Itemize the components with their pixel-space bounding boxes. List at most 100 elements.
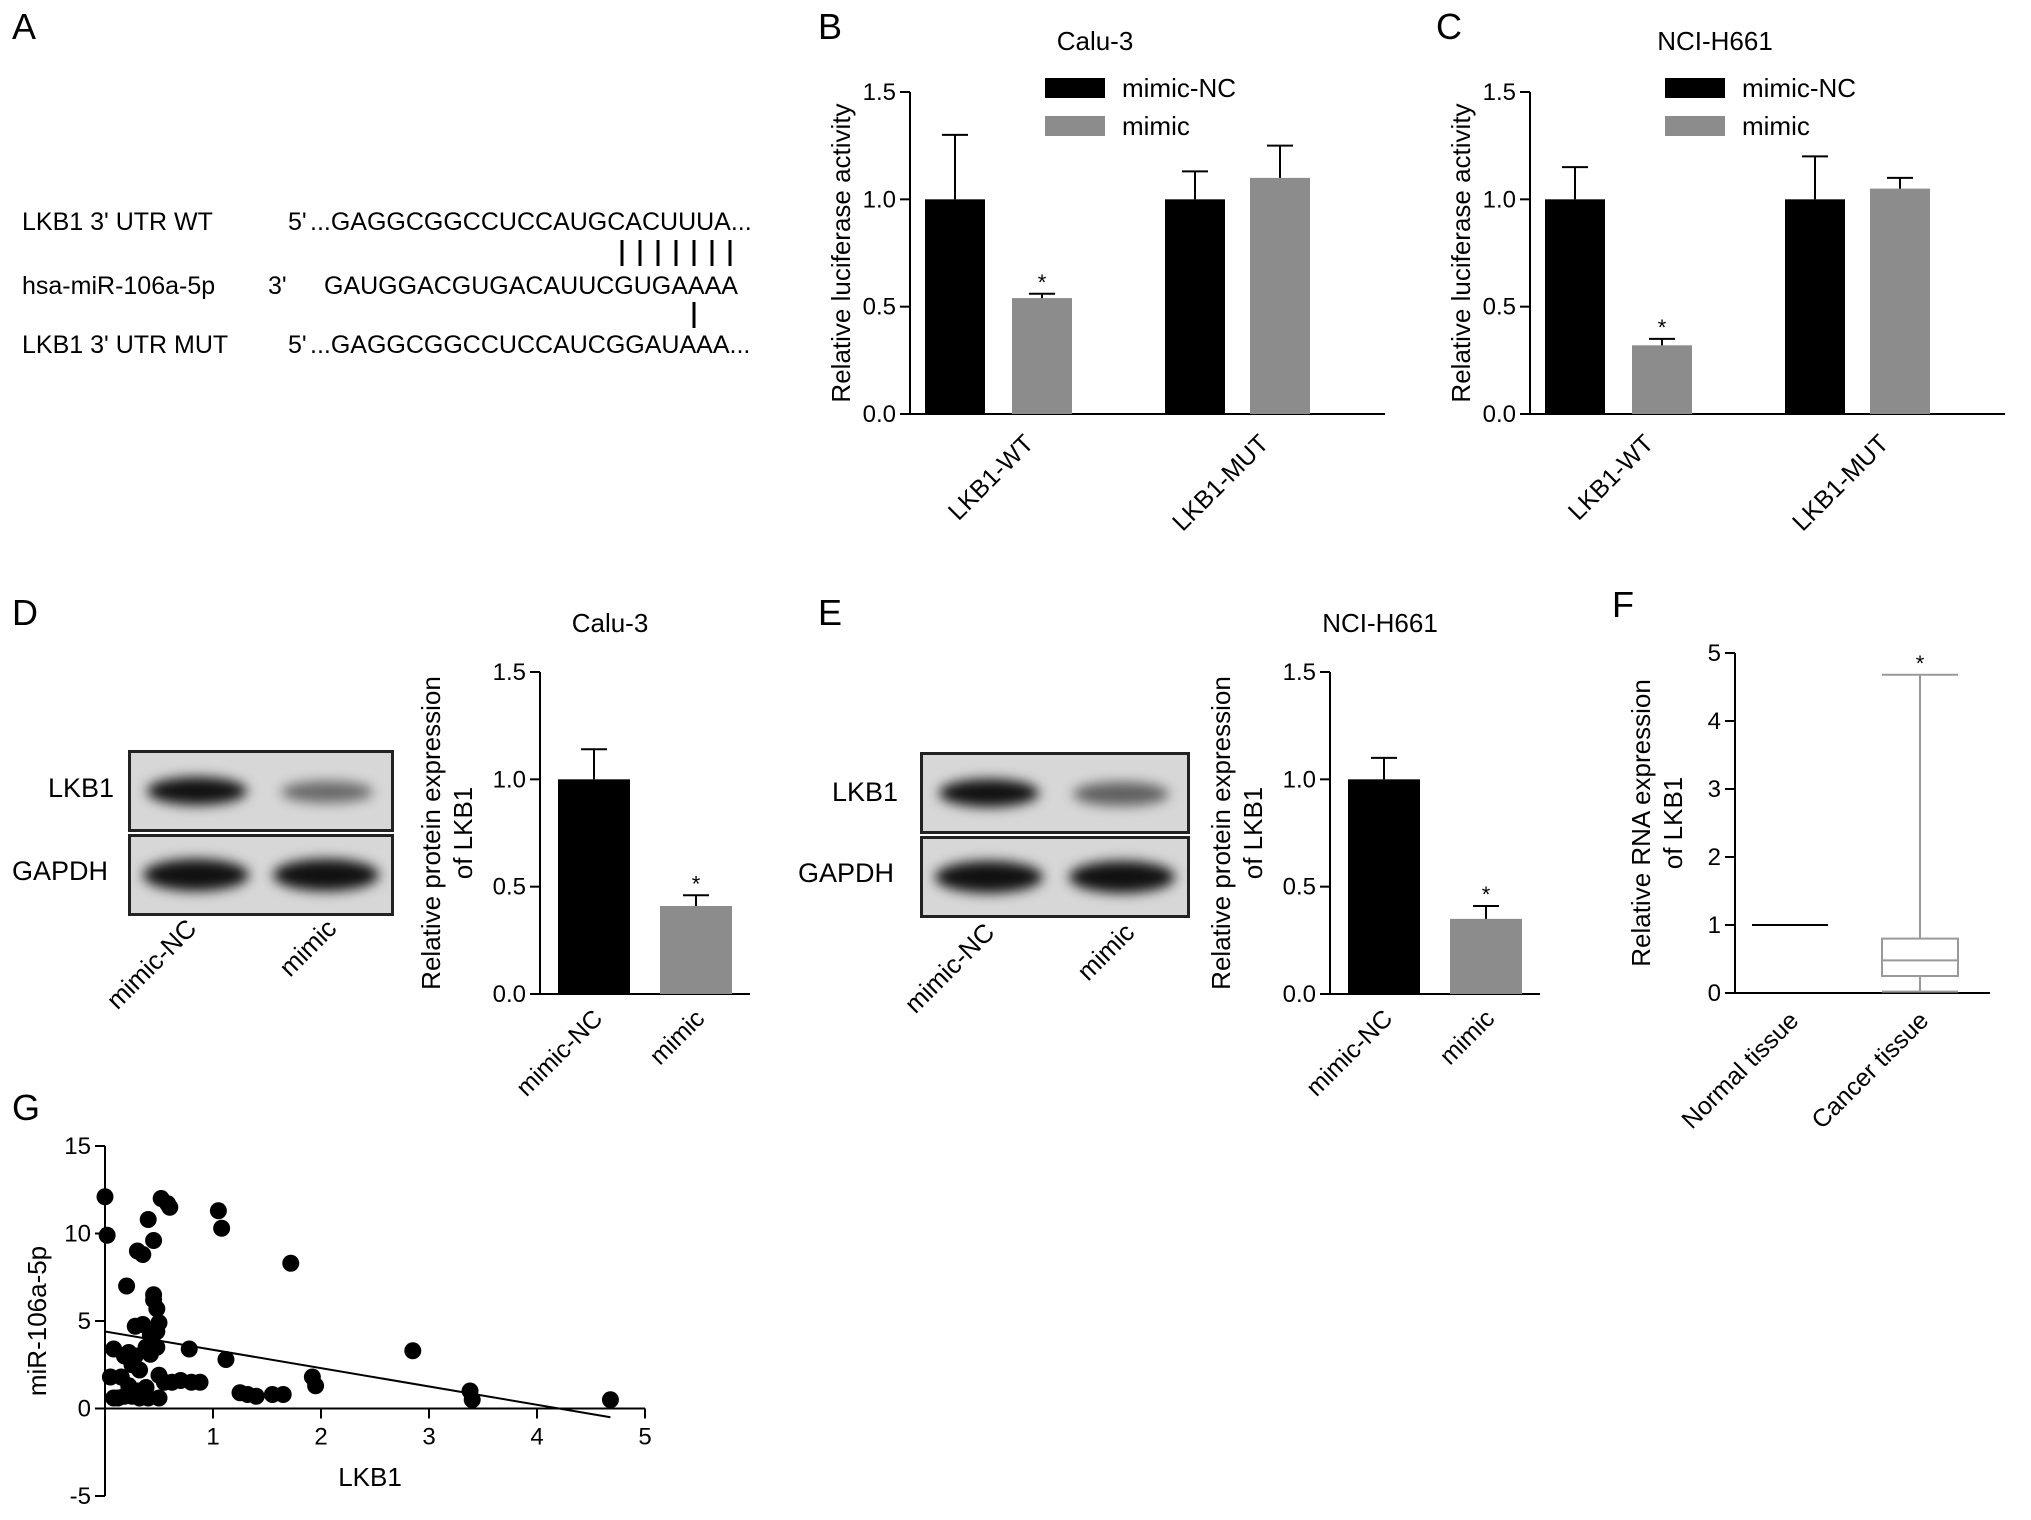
chart-f-ylabel-line-1: Relative RNA expression	[1630, 679, 1656, 967]
chart-c-y-tick-label-0: 0.0	[1483, 401, 1516, 428]
blot-e-lane-labels: mimic-NC mimic	[898, 920, 1140, 1019]
chart-f-y-tick-label-3: 3	[1708, 776, 1721, 803]
chart-d-y-tick-label-0: 0.0	[493, 981, 526, 1008]
chart-g-x-tick-label-2: 3	[422, 1424, 435, 1451]
panel-label-f: F	[1612, 584, 1634, 625]
chart-e-bar-0	[1348, 779, 1420, 994]
chart-g-x-tick-label-0: 1	[206, 1424, 219, 1451]
chart-f-y-tick-label-4: 4	[1708, 708, 1721, 735]
chart-g-y-tick-label-0: -5	[70, 1483, 91, 1510]
chart-d-y-tick-label-2: 1.0	[493, 766, 526, 793]
chart-c-sig-0: *	[1658, 315, 1667, 340]
chart-g-point-33	[148, 1338, 166, 1356]
chart-f-x-tick-label-0: Normal tissue	[1676, 1006, 1804, 1134]
blot-d-lkb1-strip	[128, 750, 394, 832]
chart-c-bar-1-0	[1785, 199, 1845, 414]
blot-d-lkb1-band-2	[281, 781, 373, 803]
blot-e-lane-label-1: mimic-NC	[898, 920, 1000, 1019]
chart-g-y-tick-label-3: 10	[64, 1221, 91, 1248]
mir-end: 3'	[268, 272, 287, 300]
chart-f-y-tick-label-1: 1	[1708, 912, 1721, 939]
chart-f-ylabel-line-2: of LKB1	[1658, 777, 1688, 870]
wt-end: 5'	[288, 208, 307, 236]
chart-g-point-54	[282, 1254, 300, 1272]
chart-g-point-56	[307, 1377, 325, 1395]
chart-g-point-0	[96, 1188, 114, 1206]
chart-c-bar-1-1	[1870, 188, 1930, 414]
chart-d-x-tick-label-0: mimic-NC	[511, 1004, 608, 1101]
chart-c-bar-0-1	[1632, 345, 1692, 414]
blot-d-lane-label-2: mimic	[273, 916, 342, 982]
panel-label-e: E	[818, 592, 843, 633]
chart-g-point-34	[150, 1314, 168, 1332]
chart-b-y-tick-label-0: 0.0	[863, 401, 896, 428]
chart-g-point-45	[191, 1373, 209, 1391]
panel-label-b: B	[818, 6, 843, 47]
chart-b-ylabel: Relative luciferase activity	[826, 103, 856, 402]
chart-e-x-tick-label-0: mimic-NC	[1301, 1004, 1398, 1101]
blot-d-gapdh-band-2	[273, 859, 379, 891]
chart-e-y-tick-label-3: 1.5	[1283, 659, 1316, 686]
chart-b-legend-label-0: mimic-NC	[1122, 73, 1236, 103]
wt-sequence: ...GAGGCGGCCUCCAUGCACUUUA...	[310, 208, 752, 236]
chart-e-y-tick-label-2: 1.0	[1283, 766, 1316, 793]
chart-b: 0.0 0.5 1.0 1.5 Calu-3 Relative luciferase ac…	[826, 26, 1385, 537]
chart-d-ylabel-line-1: Relative protein expression	[416, 676, 446, 990]
blot-d-gapdh-label: GAPDH	[12, 856, 109, 886]
chart-c-y-tick-label-2: 1.0	[1483, 186, 1516, 213]
chart-b-sig-0: *	[1038, 270, 1047, 295]
chart-e-title: NCI-H661	[1322, 608, 1438, 638]
panel-label-d: D	[12, 592, 38, 633]
blot-e-lkb1-band-1	[939, 779, 1039, 807]
chart-b-bar-0-0	[925, 199, 985, 414]
mut-sequence: ...GAGGCGGCCUCCAUCGGAUAAA...	[310, 331, 751, 359]
chart-g-x-tick-label-1: 2	[314, 1424, 327, 1451]
chart-f-y-tick-label-2: 2	[1708, 844, 1721, 871]
chart-g-y-tick-label-2: 5	[78, 1308, 91, 1335]
chart-b-y-tick-label-2: 1.0	[863, 186, 896, 213]
chart-c: 0.0 0.5 1.0 1.5 NCI-H661 Relative luciferase …	[1446, 26, 2005, 537]
chart-g-point-9	[118, 1277, 136, 1295]
mir-sequence: GAUGGACGUGACAUUCGUGAAAA	[324, 272, 738, 300]
chart-g-y-tick-label-4: 15	[64, 1133, 91, 1160]
chart-c-ylabel: Relative luciferase activity	[1446, 103, 1476, 402]
wt-label: LKB1 3' UTR WT	[22, 208, 213, 236]
blot-d-lane-labels: mimic-NC mimic	[100, 916, 342, 1015]
blot-e-lkb1-strip	[920, 752, 1190, 834]
panel-label-g: G	[12, 1087, 41, 1128]
chart-g-point-46	[209, 1202, 227, 1220]
chart-d: 0.0 0.5 1.0 1.5 Calu-3 Relative protein expre…	[416, 608, 750, 1102]
chart-g-point-40	[161, 1198, 179, 1216]
chart-g-xlabel: LKB1	[338, 1462, 402, 1492]
chart-e-sig-1: *	[1482, 882, 1491, 907]
chart-d-ylabel-line-2: of LKB1	[448, 787, 478, 880]
chart-b-bar-1-0	[1165, 199, 1225, 414]
chart-f-x-tick-label-1: Cancer tissue	[1806, 1006, 1934, 1134]
blot-e-lkb1-band-2	[1073, 782, 1169, 806]
blot-e-gapdh-band-1	[935, 861, 1043, 893]
chart-b-title: Calu-3	[1057, 26, 1134, 56]
chart-f-y-tick-label-0: 0	[1708, 980, 1721, 1007]
chart-b-legend-label-1: mimic	[1122, 111, 1190, 141]
chart-g-point-57	[404, 1342, 422, 1360]
chart-b-legend-swatch-1	[1045, 116, 1105, 136]
panel-label-c: C	[1436, 6, 1462, 47]
chart-g-point-53	[274, 1386, 292, 1403]
chart-c-y-tick-label-1: 0.5	[1483, 294, 1516, 321]
blot-e-lkb1-label: LKB1	[832, 777, 899, 807]
chart-g: -5 0 5 10 15 1 2 3 4 5 LKB1 miR-106a-5p	[22, 1133, 652, 1510]
chart-g-point-19	[131, 1361, 149, 1379]
chart-c-y-tick-label-3: 1.5	[1483, 79, 1516, 106]
chart-e-y-tick-label-0: 0.0	[1283, 981, 1316, 1008]
chart-c-legend-swatch-0	[1665, 78, 1725, 98]
blot-d-lane-label-1: mimic-NC	[100, 916, 202, 1015]
chart-c-x-tick-label-1: LKB1-MUT	[1787, 429, 1894, 536]
chart-g-point-51	[247, 1387, 265, 1405]
chart-d-x-tick-label-1: mimic	[644, 1004, 710, 1070]
chart-g-point-24	[139, 1211, 157, 1228]
blot-d-gapdh-strip	[128, 834, 394, 916]
chart-e-ylabel-line-2: of LKB1	[1238, 787, 1268, 880]
mut-label: LKB1 3' UTR MUT	[22, 331, 229, 359]
blot-e-lane-label-2: mimic	[1071, 920, 1140, 986]
